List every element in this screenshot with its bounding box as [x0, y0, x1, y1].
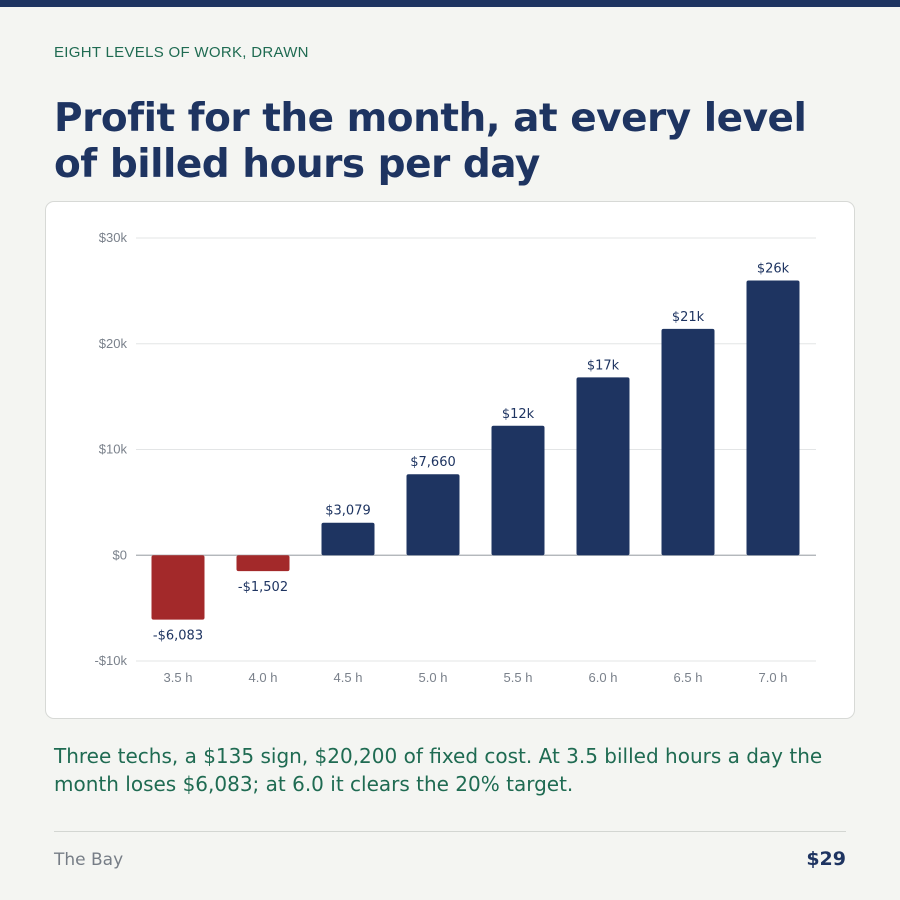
- bar-55: [491, 425, 545, 556]
- bar-35: [151, 555, 205, 620]
- y-tick-label: -$10k: [94, 653, 127, 668]
- y-tick-label: $30k: [99, 230, 128, 245]
- profit-bar-chart: $30k $20k $10k $0 -$10k -$6,083 3.5 h -$1,502 4.…: [94, 230, 816, 685]
- bar-60: [576, 377, 630, 556]
- top-accent-bar: [0, 0, 900, 7]
- chart-caption: Three techs, a $135 sign, $20,200 of fix…: [54, 744, 823, 796]
- bar-value-label: $26k: [757, 261, 790, 276]
- chart-card: $30k $20k $10k $0 -$10k -$6,083 3.5 h -$1,502 4.…: [45, 201, 855, 719]
- bar-40: [236, 555, 290, 572]
- x-tick-label: 6.5 h: [674, 670, 703, 685]
- bar-value-label: -$6,083: [153, 629, 203, 644]
- y-tick-label: $20k: [99, 336, 128, 351]
- bar-50: [406, 474, 460, 556]
- bar-value-label: $17k: [587, 358, 620, 373]
- bar-65: [661, 328, 715, 556]
- bar-value-label: -$1,502: [238, 580, 288, 595]
- page-title: Profit for the month, at every level of …: [54, 96, 807, 187]
- bar-45: [321, 522, 375, 556]
- kicker: EIGHT LEVELS OF WORK, DRAWN: [54, 44, 309, 61]
- x-tick-label: 5.5 h: [504, 670, 533, 685]
- x-tick-label: 6.0 h: [589, 670, 618, 685]
- x-tick-label: 7.0 h: [759, 670, 788, 685]
- bar-value-label: $21k: [672, 310, 705, 325]
- bar-70: [746, 280, 800, 556]
- footer-divider: [54, 831, 846, 832]
- x-tick-label: 4.0 h: [249, 670, 278, 685]
- x-tick-label: 3.5 h: [164, 670, 193, 685]
- footer-page-number: $29: [806, 848, 846, 870]
- x-tick-label: 5.0 h: [419, 670, 448, 685]
- y-tick-label: $10k: [99, 442, 128, 457]
- y-tick-label: $0: [113, 547, 127, 562]
- bar-value-label: $7,660: [410, 455, 456, 470]
- bar-value-label: $3,079: [325, 504, 371, 519]
- bar-value-label: $12k: [502, 407, 535, 422]
- x-tick-label: 4.5 h: [334, 670, 363, 685]
- footer-brand: The Bay: [54, 850, 124, 870]
